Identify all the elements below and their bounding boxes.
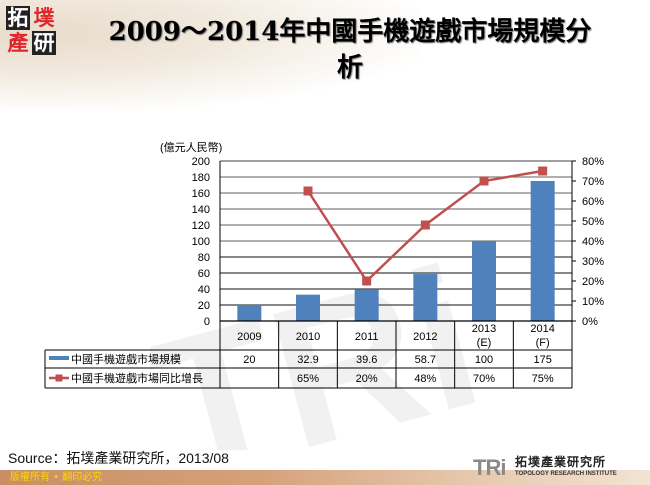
y2-tick-label: 10% [582, 296, 604, 308]
table-cell: 20% [356, 373, 378, 385]
legend-bar-label: 中國手機遊戲市場規模 [71, 352, 181, 366]
x-tick-label: 2013 [472, 323, 496, 335]
bar [472, 241, 496, 321]
tri-footer-logo: TRi 拓墣產業研究所 TOPOLOGY RESEARCH INSTITUTE [473, 455, 643, 481]
table-cell: 100 [475, 354, 493, 366]
tri-mark: TRi [473, 455, 506, 480]
legend-line-label: 中國手機遊戲市場同比增長 [71, 371, 203, 385]
logo-char: 拓 [6, 6, 30, 30]
legend-bar-swatch [49, 356, 69, 360]
bar [413, 274, 438, 321]
logo-char: 墣 [33, 6, 55, 30]
table-cell: 32.9 [297, 354, 318, 366]
table-cell: 70% [473, 373, 495, 385]
line-marker [303, 186, 313, 196]
y2-tick-label: 30% [582, 256, 604, 268]
table-cell: 39.6 [356, 354, 377, 366]
logo-char: 研 [32, 31, 56, 55]
line-marker [362, 276, 372, 286]
line-marker [420, 220, 430, 230]
x-tick-label: 2012 [413, 331, 437, 343]
y-tick-label: 200 [192, 156, 210, 168]
table-cell: 48% [414, 373, 436, 385]
y2-tick-label: 0% [582, 316, 598, 328]
table-cell: 58.7 [415, 354, 436, 366]
page-title: 2009～2014年中國手機遊戲市場規模分 析 [90, 14, 610, 86]
brand-chinese-name: 拓墣產業研究所 [515, 455, 607, 469]
y-tick-label: 180 [192, 172, 210, 184]
y-tick-label: 140 [192, 204, 210, 216]
x-tick-label: 2010 [296, 331, 320, 343]
x-tick-label-sub: (F) [536, 337, 550, 349]
bar [237, 305, 262, 321]
y2-tick-label: 20% [582, 276, 604, 288]
y-tick-label: 0 [204, 316, 210, 328]
x-tick-label: 2014 [530, 323, 554, 335]
y2-tick-label: 60% [582, 196, 604, 208]
bar [530, 181, 555, 321]
title-line-1: 2009～2014年中國手機遊戲市場規模分 [108, 17, 592, 47]
tri-logo-badge: 拓 墣 產 研 [6, 4, 58, 56]
bar [296, 294, 320, 321]
y-tick-label: 80 [198, 252, 210, 264]
y-tick-label: 120 [192, 220, 210, 232]
line-marker [479, 176, 489, 186]
x-tick-label: 2009 [237, 331, 261, 343]
y2-tick-label: 80% [582, 156, 604, 168]
table-cell: 75% [532, 373, 554, 385]
table-cell: 65% [297, 373, 319, 385]
source-note: Source：拓墣產業研究所，2013/08 [8, 450, 229, 466]
y2-tick-label: 50% [582, 216, 604, 228]
y-tick-label: 20 [198, 300, 210, 312]
header-background [0, 0, 420, 110]
logo-char: 產 [7, 31, 29, 55]
y-tick-label: 160 [192, 188, 210, 200]
x-tick-label-sub: (E) [477, 337, 492, 349]
y-axis-title: (億元人民幣) [160, 141, 222, 154]
table-cell: 20 [243, 354, 255, 366]
x-tick-label: 2011 [355, 331, 379, 343]
y-tick-label: 40 [198, 284, 210, 296]
y2-tick-label: 70% [582, 176, 604, 188]
copyright-text: 版權所有 • 翻印必究 [10, 472, 103, 483]
title-line-2: 析 [336, 53, 363, 83]
line-marker [538, 166, 548, 176]
legend-line-marker [55, 374, 63, 382]
table-cell: 175 [533, 354, 551, 366]
y-tick-label: 60 [198, 268, 210, 280]
brand-english-name: TOPOLOGY RESEARCH INSTITUTE [515, 471, 617, 477]
y-tick-label: 100 [192, 236, 210, 248]
y2-tick-label: 40% [582, 236, 604, 248]
bar [354, 289, 379, 321]
footer-bar: 版權所有 • 翻印必究 [0, 470, 650, 485]
